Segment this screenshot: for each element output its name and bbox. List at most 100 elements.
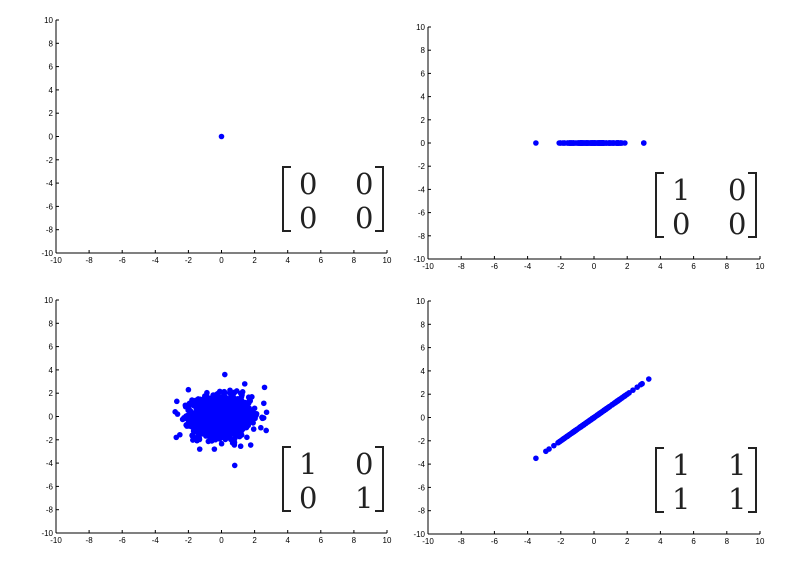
x-tick-label: 10 <box>383 536 392 545</box>
matrix-annotation: 1 00 1 <box>282 446 384 515</box>
x-tick-label: -10 <box>50 256 62 265</box>
matrix-entry: 1 <box>355 481 373 515</box>
x-tick-label: 8 <box>352 256 357 265</box>
data-point <box>221 388 228 395</box>
y-tick-label: 10 <box>44 16 53 25</box>
y-tick-label: -10 <box>41 529 53 538</box>
x-tick-label: -4 <box>152 256 160 265</box>
y-tick-label: 8 <box>421 320 426 329</box>
data-point <box>196 446 203 452</box>
data-point <box>231 462 238 469</box>
matrix-entry: 0 <box>355 201 373 235</box>
y-tick-label: 10 <box>416 297 425 306</box>
data-point <box>237 443 244 450</box>
data-point <box>577 140 583 146</box>
data-point <box>622 140 628 146</box>
data-point <box>592 140 599 146</box>
y-tick-label: 4 <box>421 367 426 376</box>
y-tick-label: -10 <box>41 249 53 258</box>
data-point <box>225 421 232 428</box>
data-point <box>226 389 233 396</box>
x-tick-label: 2 <box>252 256 257 265</box>
matrix-right-bracket <box>748 172 757 238</box>
x-tick-label: -2 <box>185 536 193 545</box>
y-tick-label: 0 <box>421 414 426 423</box>
x-tick-label: -6 <box>491 537 499 546</box>
matrix-entry: 0 <box>355 167 373 201</box>
data-point <box>247 442 254 448</box>
data-point <box>263 427 269 434</box>
x-tick-label: -4 <box>524 262 532 271</box>
data-point <box>239 389 246 395</box>
x-tick-label: 10 <box>756 537 765 546</box>
matrix-entry: 0 <box>728 207 746 241</box>
y-tick-label: 2 <box>49 389 54 398</box>
data-point <box>199 431 205 437</box>
data-point <box>190 415 196 421</box>
data-point <box>198 414 205 421</box>
matrix-entry: 0 <box>299 201 317 235</box>
y-tick-label: 8 <box>49 319 54 328</box>
data-point <box>261 384 268 391</box>
data-point <box>231 436 238 442</box>
data-point <box>222 371 228 378</box>
data-point <box>209 426 216 433</box>
data-point <box>242 400 249 407</box>
data-point <box>634 384 641 390</box>
matrix-annotation: 1 11 1 <box>655 447 757 516</box>
data-point <box>599 140 606 146</box>
data-point <box>194 437 200 444</box>
data-point <box>250 426 257 432</box>
data-point <box>571 140 577 146</box>
y-tick-label: -10 <box>413 530 425 539</box>
data-point <box>244 434 250 441</box>
y-tick-label: -2 <box>418 162 426 171</box>
x-tick-label: 2 <box>625 262 630 271</box>
y-tick-label: -4 <box>418 460 426 469</box>
data-point <box>239 425 246 431</box>
x-tick-label: -6 <box>119 536 127 545</box>
data-point <box>639 380 645 387</box>
y-tick-label: -2 <box>418 437 426 446</box>
matrix-entry: 0 <box>672 207 690 241</box>
data-point <box>201 407 207 413</box>
x-tick-label: 0 <box>219 256 224 265</box>
x-tick-label: -8 <box>86 256 94 265</box>
data-point <box>623 392 629 398</box>
data-point <box>234 422 241 429</box>
data-point <box>177 431 183 438</box>
data-point <box>190 437 196 443</box>
data-point <box>207 421 214 428</box>
data-point <box>207 436 213 443</box>
x-tick-label: 6 <box>691 537 696 546</box>
matrix-entry: 1 <box>672 173 690 207</box>
x-tick-label: 10 <box>756 262 765 271</box>
x-tick-label: -2 <box>557 262 565 271</box>
matrix-entry: 0 <box>299 481 317 515</box>
y-tick-label: 2 <box>49 109 54 118</box>
matrix-left-bracket <box>282 166 291 232</box>
data-point <box>203 426 210 433</box>
y-tick-label: 6 <box>49 63 54 72</box>
x-tick-label: 10 <box>383 256 392 265</box>
y-tick-label: -6 <box>46 482 54 491</box>
matrix-left-bracket <box>282 446 291 512</box>
data-point <box>238 397 245 404</box>
y-tick-label: -2 <box>46 436 54 445</box>
matrix-annotation: 0 00 0 <box>282 166 384 235</box>
data-point <box>589 416 595 422</box>
data-point <box>551 442 557 449</box>
x-tick-label: 2 <box>252 536 257 545</box>
x-tick-label: 2 <box>625 537 630 546</box>
data-point <box>189 432 195 439</box>
data-point <box>566 431 573 438</box>
data-point <box>230 427 236 434</box>
matrix-entry: 0 <box>299 167 317 201</box>
matrix-annotation: 1 00 0 <box>655 172 757 241</box>
y-tick-label: 2 <box>421 116 426 125</box>
data-point <box>645 376 652 382</box>
data-point <box>241 381 248 387</box>
data-point <box>246 413 253 419</box>
y-tick-label: -6 <box>46 202 54 211</box>
x-tick-label: -8 <box>458 537 466 546</box>
